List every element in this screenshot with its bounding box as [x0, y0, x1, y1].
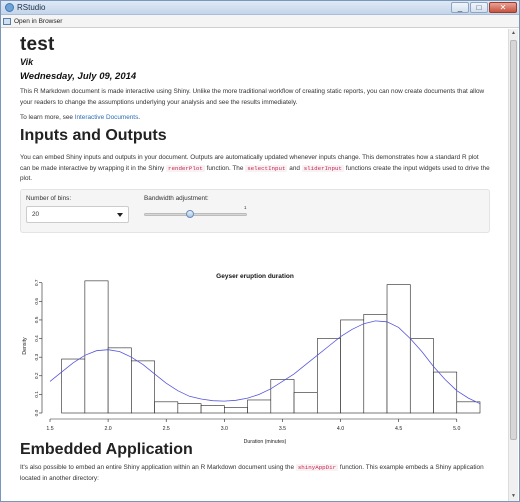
embedded-app-paragraph: It's also possible to embed an entire Sh…: [20, 463, 490, 484]
text-segment: function. This example embeds a Shiny ap…: [20, 464, 484, 482]
histogram-bar: [247, 399, 272, 414]
histogram-bar: [270, 379, 295, 414]
geyser-histogram-chart: Geyser eruption duration 1.5 2.0 2.5 3.0 3.5 4…: [22, 273, 481, 445]
histogram-bar: [61, 358, 86, 414]
histogram-bar: [456, 401, 481, 414]
viewer-toolbar: Open in Browser: [1, 15, 519, 28]
histogram-bar: [84, 280, 109, 414]
x-tick-label: 2.0: [104, 426, 111, 432]
text-segment: function. The: [204, 164, 246, 172]
code-shinyappdir: shinyAppDir: [295, 464, 339, 471]
y-tick-label: 0.1: [34, 391, 40, 398]
y-tick-label: 0.7: [34, 279, 40, 286]
y-tick-label: 0.6: [34, 298, 40, 305]
maximize-button[interactable]: □: [470, 2, 488, 13]
scroll-up-icon[interactable]: ▲: [511, 30, 516, 36]
inputs-outputs-paragraph: You can embed Shiny inputs and outputs i…: [20, 153, 490, 185]
scroll-down-icon[interactable]: ▼: [511, 493, 516, 499]
y-tick-label: 0.4: [34, 335, 40, 342]
author: Vik: [20, 57, 34, 67]
density-curve: [49, 320, 481, 405]
histogram-bar: [386, 284, 411, 414]
bandwidth-label: Bandwidth adjustment:: [144, 195, 209, 202]
text-segment: and: [287, 164, 302, 172]
vertical-scrollbar[interactable]: ▲ ▼: [508, 29, 518, 501]
histogram-bar: [154, 401, 179, 414]
histogram-bar: [316, 338, 341, 414]
x-axis-label: Duration (minutes): [244, 439, 287, 445]
y-tick-label: 0.2: [34, 372, 40, 379]
section-heading-inputs-outputs: Inputs and Outputs: [20, 127, 167, 144]
x-tick-label: 5.0: [453, 426, 460, 432]
x-tick-label: 2.5: [163, 426, 170, 432]
title-bar[interactable]: RStudio _ □ ✕: [1, 1, 519, 15]
bandwidth-slider-value: 1: [244, 205, 247, 210]
rstudio-logo-icon: [5, 3, 14, 12]
window-controls: _ □ ✕: [450, 2, 517, 14]
open-in-browser-label: Open in Browser: [14, 17, 63, 25]
chart-title: Geyser eruption duration: [216, 273, 294, 280]
scrollbar-thumb[interactable]: [510, 40, 517, 440]
bins-select[interactable]: 20: [26, 206, 129, 223]
histogram-bar: [224, 407, 248, 414]
histogram-bar: [340, 319, 365, 414]
y-axis-label: Density: [22, 337, 28, 355]
x-tick-label: 4.0: [337, 426, 344, 432]
bins-selected-value: 20: [32, 211, 40, 218]
histogram-bar: [433, 371, 458, 414]
histogram-bar: [131, 360, 155, 414]
document-content: test Vik Wednesday, July 09, 2014 This R…: [1, 29, 508, 501]
x-tick-label: 3.0: [221, 426, 228, 432]
code-renderplot: renderPlot: [166, 164, 205, 172]
learn-more-paragraph: To learn more, see Interactive Documents…: [20, 113, 490, 124]
x-tick-label: 3.5: [279, 426, 286, 432]
histogram-bar: [363, 314, 388, 414]
browser-window-icon: [3, 17, 11, 25]
window-title: RStudio: [17, 3, 46, 12]
chevron-down-icon: [117, 213, 123, 217]
y-tick-label: 0.3: [34, 354, 40, 361]
intro-paragraph: This R Markdown document is made interac…: [20, 88, 485, 106]
histogram-bar: [177, 403, 202, 414]
learn-more-prefix: To learn more, see: [20, 114, 75, 121]
histogram-bar: [293, 392, 318, 414]
open-in-browser-button[interactable]: Open in Browser: [3, 16, 62, 26]
text-segment: functions create the input widgets used …: [20, 164, 490, 183]
x-tick-label: 1.5: [46, 426, 53, 432]
close-button[interactable]: ✕: [489, 2, 517, 13]
interactive-documents-link[interactable]: Interactive Documents: [74, 114, 139, 121]
y-tick-label: 0.5: [34, 316, 40, 323]
page-title: test: [20, 34, 55, 55]
section-heading-embedded-application: Embedded Application: [20, 441, 193, 458]
bandwidth-slider-handle[interactable]: [186, 210, 194, 218]
bins-label: Number of bins:: [26, 195, 72, 202]
learn-more-suffix: .: [138, 114, 141, 121]
code-selectinput: selectInput: [245, 164, 288, 172]
date: Wednesday, July 09, 2014: [20, 71, 137, 82]
x-tick-label: 4.5: [395, 426, 402, 432]
histogram-bar: [200, 405, 225, 414]
histogram-bar: [409, 338, 434, 414]
minimize-button[interactable]: _: [451, 2, 469, 13]
y-tick-label: 0.0: [34, 409, 40, 416]
input-panel: Number of bins: 20 Bandwidth adjustment:…: [20, 189, 490, 233]
histogram-bar: [107, 347, 132, 414]
text-segment: It's also possible to embed an entire Sh…: [20, 464, 296, 471]
bandwidth-slider-track[interactable]: [144, 213, 247, 216]
text-segment: You can embed Shiny inputs and outputs i…: [20, 154, 479, 172]
code-sliderinput: sliderInput: [301, 164, 344, 172]
